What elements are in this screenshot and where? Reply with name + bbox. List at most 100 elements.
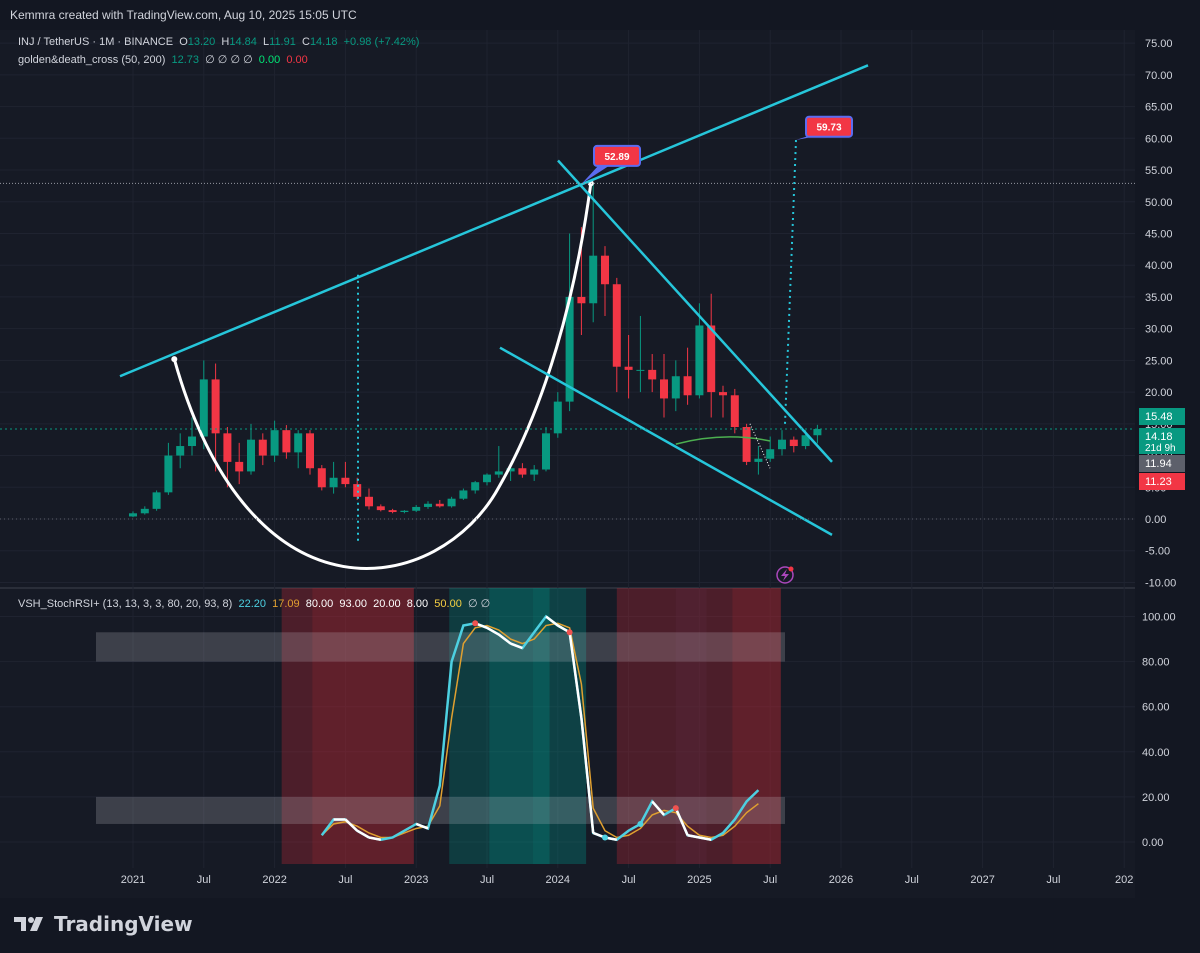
chart-svg[interactable]: 52.8959.73-10.00-5.000.005.0010.0015.002…: [0, 30, 1200, 898]
candle-body: [129, 513, 137, 517]
legend-h-label: H: [221, 36, 230, 48]
price-tick-label: 40.00: [1145, 260, 1173, 272]
osc-v6: 8.00: [406, 598, 429, 610]
callout-box: [805, 115, 853, 138]
time-tick-label: Jul: [763, 874, 777, 886]
osc-v8: ∅ ∅: [467, 598, 491, 610]
candle-body: [412, 506, 421, 511]
candle-body: [719, 392, 727, 396]
legend-symbol: INJ / TetherUS · 1M · BINANCE: [18, 36, 174, 48]
candle-body: [164, 455, 173, 493]
candle-body: [801, 435, 810, 447]
candle-body: [211, 379, 220, 434]
price-tick-label: 50.00: [1145, 197, 1173, 209]
tradingview-icon: [14, 917, 43, 931]
osc-v2: 17.09: [272, 598, 300, 610]
indicator-value-2: 0.00: [258, 54, 281, 66]
price-tag-value: 11.23: [1145, 476, 1172, 488]
recent-dotted-path: [749, 423, 771, 469]
price-tick-label: -10.00: [1145, 577, 1176, 589]
candle-body: [778, 439, 786, 450]
oscillator-zone: [732, 588, 781, 864]
candle-body: [235, 461, 244, 472]
osc-tick-label: 40.00: [1142, 747, 1170, 759]
cup-curve: [172, 183, 593, 570]
notification-dot-icon: [788, 566, 794, 572]
time-tick-label: 2021: [121, 874, 145, 886]
callout-pointer: [582, 163, 612, 184]
price-tick-label: 70.00: [1145, 70, 1173, 82]
price-tag: [1139, 408, 1185, 425]
price-tick-label: -5.00: [1145, 546, 1170, 558]
candle-body: [188, 436, 196, 447]
stoch-k-falling-segments: [333, 615, 712, 841]
legend-high: 14.84: [229, 36, 257, 48]
osc-v3: 80.00: [305, 598, 334, 610]
candle-body: [258, 439, 267, 456]
candle-body: [742, 426, 751, 462]
osc-tick-label: 0.00: [1142, 837, 1163, 849]
candle-body: [317, 468, 326, 488]
upper-trend-line: [119, 64, 869, 378]
time-tick-label: 2026: [829, 874, 853, 886]
oscillator-zone: [312, 588, 414, 864]
candle-body: [612, 284, 621, 367]
candle-body: [353, 484, 362, 497]
osc-v4: 93.00: [339, 598, 367, 610]
indicator-na: ∅ ∅ ∅ ∅: [205, 54, 253, 66]
cup-start-point: [171, 356, 178, 363]
candle-body: [506, 468, 515, 472]
time-tick-label: 2022: [262, 874, 286, 886]
time-tick-label: Jul: [338, 874, 352, 886]
stoch-cross-marker: [472, 620, 479, 627]
indicator-value-3: 0.00: [286, 54, 308, 66]
price-tick-label: 0.00: [1145, 514, 1166, 526]
legend-change: +0.98 (+7.42%): [343, 36, 420, 48]
oscillator-band: [96, 632, 785, 662]
price-legend: INJ / TetherUS · 1M · BINANCE O13.20 H14…: [18, 36, 419, 48]
candle-body: [329, 477, 338, 488]
candle-body: [270, 430, 279, 456]
candle-body: [530, 469, 539, 475]
time-tick-label: 2023: [404, 874, 428, 886]
osc-v5: 20.00: [373, 598, 401, 610]
price-tag-value: 14.18: [1145, 431, 1173, 443]
candle-body: [542, 433, 550, 470]
candle-body: [671, 376, 680, 399]
candle-body: [388, 510, 397, 513]
time-tick-label: Jul: [622, 874, 636, 886]
candle-body: [294, 433, 303, 453]
attribution-bar: Kemmra created with TradingView.com, Aug…: [0, 0, 1200, 30]
osc-tick-label: 80.00: [1142, 657, 1170, 669]
candle-body: [766, 449, 775, 459]
stoch-cross-marker: [637, 820, 644, 827]
candle-body: [306, 433, 314, 469]
price-tick-label: 30.00: [1145, 324, 1173, 336]
candle-body: [683, 376, 692, 396]
indicator-name: golden&death_cross (50, 200): [18, 54, 166, 66]
indicator-value-1: 12.73: [171, 54, 200, 66]
attribution-text: Kemmra created with TradingView.com, Aug…: [10, 8, 357, 22]
oscillator-zone: [533, 588, 587, 864]
price-tick-label: 25.00: [1145, 355, 1173, 367]
candle-body: [695, 325, 704, 396]
price-tick-label: 35.00: [1145, 292, 1173, 304]
chart-area[interactable]: 52.8959.73-10.00-5.000.005.0010.0015.002…: [0, 30, 1200, 903]
candle-body: [483, 474, 491, 483]
price-tick-label: 65.00: [1145, 102, 1173, 114]
lightning-bolt-icon: [781, 569, 789, 581]
candle-body: [140, 508, 149, 514]
price-tag-value: 11.94: [1145, 458, 1172, 470]
candle-body: [247, 439, 255, 472]
indicator-legend: golden&death_cross (50, 200) 12.73 ∅ ∅ ∅…: [18, 53, 308, 66]
stoch-cross-marker: [672, 805, 679, 812]
candle-body: [589, 255, 598, 304]
price-tag-value: 15.48: [1145, 411, 1173, 423]
price-tick-label: 20.00: [1145, 387, 1173, 399]
candle-body: [648, 369, 657, 380]
osc-name: VSH_StochRSI+ (13, 13, 3, 3, 80, 20, 93,…: [18, 598, 233, 610]
brand-name: TradingView: [54, 912, 193, 936]
time-tick-label: Jul: [480, 874, 494, 886]
tradingview-logo[interactable]: TradingView: [12, 912, 193, 936]
legend-close: 14.18: [309, 36, 338, 48]
